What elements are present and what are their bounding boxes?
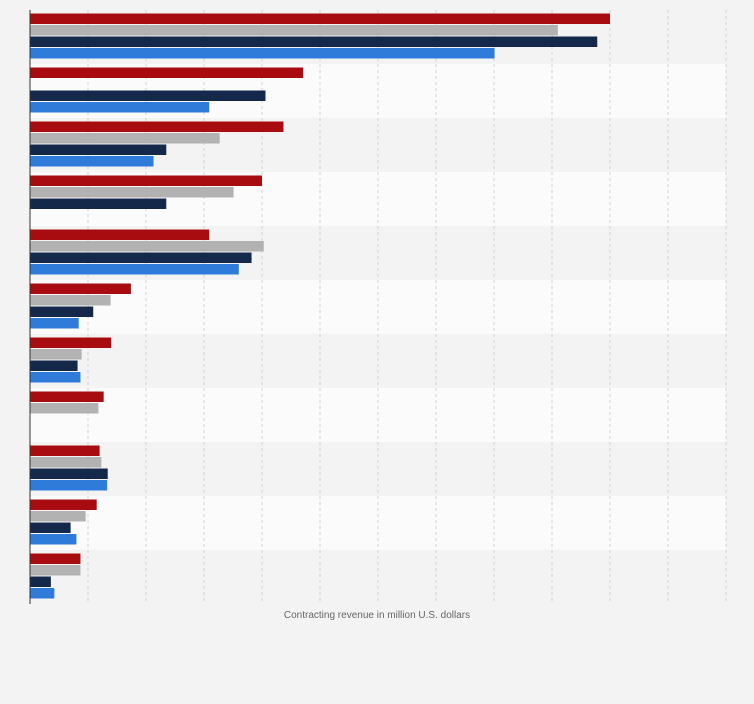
bar — [30, 13, 610, 24]
bar — [30, 468, 108, 479]
bar — [30, 534, 77, 545]
bar — [30, 511, 86, 522]
bar — [30, 522, 71, 533]
bar — [30, 156, 154, 167]
bar — [30, 576, 51, 587]
bar — [30, 457, 102, 468]
bar — [30, 144, 167, 155]
bar — [30, 187, 234, 198]
bar — [30, 252, 252, 263]
bar — [30, 90, 266, 101]
bar — [30, 229, 210, 240]
bar — [30, 306, 94, 317]
x-axis-label: Contracting revenue in million U.S. doll… — [284, 610, 470, 621]
bar — [30, 349, 82, 360]
bar — [30, 283, 131, 294]
bar — [30, 241, 264, 252]
bar — [30, 445, 100, 456]
bar — [30, 264, 239, 275]
bar — [30, 175, 262, 186]
bar — [30, 553, 81, 564]
bar — [30, 588, 55, 599]
bar — [30, 391, 104, 402]
bars — [30, 13, 610, 599]
bar — [30, 133, 220, 144]
bar — [30, 565, 81, 576]
bar — [30, 102, 210, 113]
bar — [30, 337, 112, 348]
bar — [30, 480, 108, 491]
bar — [30, 360, 78, 371]
bar — [30, 25, 558, 36]
bar — [30, 318, 79, 329]
bar — [30, 372, 81, 383]
bar — [30, 48, 495, 59]
bar — [30, 67, 304, 78]
bar — [30, 198, 167, 209]
bar — [30, 121, 284, 132]
bar — [30, 36, 598, 47]
bar — [30, 295, 111, 306]
bar — [30, 499, 97, 510]
bar — [30, 403, 99, 414]
